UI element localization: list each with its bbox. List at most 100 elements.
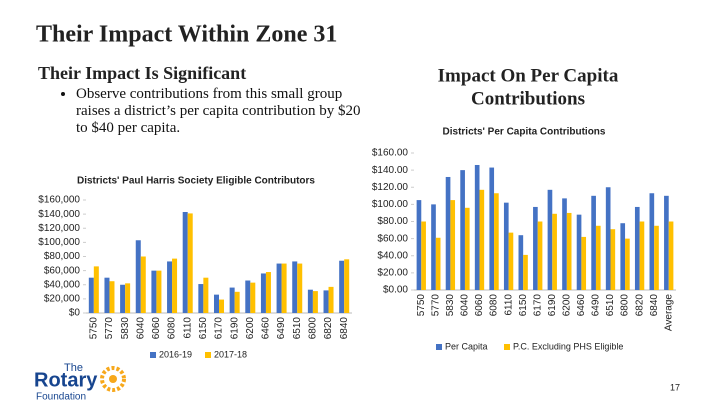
y-tick-label: $100,000 (38, 237, 80, 248)
x-tick-label: 5770 (430, 294, 441, 317)
bar (312, 291, 318, 313)
y-tick-label: $0.00 (383, 285, 408, 296)
bar (167, 261, 173, 313)
bar (109, 281, 115, 313)
y-tick-label: $80,000 (44, 251, 81, 262)
bar (203, 277, 209, 313)
bar (421, 221, 426, 290)
y-tick-label: $140,000 (38, 209, 80, 220)
bar (250, 282, 256, 313)
y-tick-label: $60.00 (377, 233, 408, 244)
bar (276, 263, 282, 313)
y-tick-label: $120.00 (372, 182, 409, 193)
x-tick-label: 6200 (245, 317, 256, 340)
bar (229, 287, 235, 313)
x-tick-label: 6200 (561, 294, 572, 317)
bar (562, 198, 567, 290)
bar (639, 221, 645, 290)
bar (140, 256, 146, 313)
bar (265, 272, 271, 313)
bar (595, 225, 601, 290)
y-tick-label: $140.00 (372, 165, 409, 176)
bar (445, 176, 451, 290)
right-heading: Impact On Per Capita (438, 65, 619, 86)
y-tick-label: $40,000 (44, 279, 81, 290)
bar (605, 187, 611, 290)
bar (328, 286, 334, 313)
bar (508, 232, 514, 290)
y-tick-label: $60,000 (44, 265, 81, 276)
bar (664, 195, 669, 290)
bar (518, 235, 524, 290)
y-tick-label: $160,000 (38, 195, 80, 206)
x-tick-label: 5750 (416, 294, 427, 317)
bar (219, 299, 225, 313)
bar (503, 202, 509, 290)
x-tick-label: 6080 (167, 317, 178, 340)
x-tick-label: 6840 (339, 317, 350, 340)
bar (479, 189, 485, 290)
x-tick-label: 6820 (634, 294, 645, 317)
x-tick-label: 6820 (323, 317, 334, 340)
y-tick-label: $20,000 (44, 294, 81, 305)
x-tick-label: 6060 (151, 317, 162, 340)
x-tick-label: 6510 (605, 294, 616, 317)
bar (591, 195, 596, 290)
bar (552, 213, 557, 290)
legend-swatch (504, 344, 510, 350)
bar (344, 259, 350, 313)
legend-swatch (205, 352, 211, 358)
bar (88, 277, 94, 313)
y-tick-label: $40.00 (377, 250, 408, 261)
bar (464, 207, 470, 290)
x-tick-label: 6460 (576, 294, 587, 317)
page-number: 17 (670, 382, 680, 392)
bar (135, 240, 141, 313)
bar (339, 260, 345, 313)
x-tick-label: 6110 (182, 317, 193, 339)
x-tick-label: 6150 (518, 294, 529, 317)
bar (198, 284, 204, 313)
bar (533, 206, 538, 290)
bar (297, 263, 303, 313)
y-tick-label: $120,000 (38, 223, 80, 234)
bar (450, 200, 456, 290)
bar (537, 221, 543, 290)
x-tick-label: 5750 (88, 317, 99, 340)
x-tick-label: 6170 (214, 317, 225, 340)
legend-label: P.C. Excluding PHS Eligible (513, 341, 623, 351)
logo-text: The (64, 362, 83, 374)
bar (494, 193, 499, 290)
bar (435, 237, 441, 290)
y-tick-label: $100.00 (372, 199, 409, 210)
bullet-list: Observe contributions from this small gr… (58, 86, 366, 137)
x-tick-label: 6110 (503, 294, 514, 316)
x-tick-label: 6490 (591, 294, 602, 317)
bar (281, 263, 287, 313)
bar (182, 212, 188, 313)
x-tick-label: 5830 (445, 294, 456, 317)
chart-title: Districts' Paul Harris Society Eligible … (77, 176, 315, 187)
logo-text: Foundation (36, 392, 86, 403)
legend-label: Per Capita (445, 341, 488, 351)
legend-swatch (150, 352, 156, 358)
x-tick-label: Average (663, 294, 674, 332)
x-tick-label: 6490 (276, 317, 287, 340)
legend-swatch (436, 344, 442, 350)
x-tick-label: 6510 (292, 317, 303, 340)
bar (93, 266, 99, 313)
legend-label: 2016-19 (159, 349, 192, 359)
bar (213, 294, 219, 313)
bar (260, 273, 266, 313)
bar (460, 170, 465, 290)
bar (234, 291, 240, 313)
legend-label: 2017-18 (214, 349, 247, 359)
bar (625, 238, 630, 290)
y-tick-label: $80.00 (377, 216, 408, 227)
bar (566, 212, 572, 290)
bar (620, 223, 626, 290)
bar (634, 206, 640, 290)
bar (292, 261, 298, 313)
bar (474, 164, 480, 290)
logo-wheel (109, 375, 117, 383)
